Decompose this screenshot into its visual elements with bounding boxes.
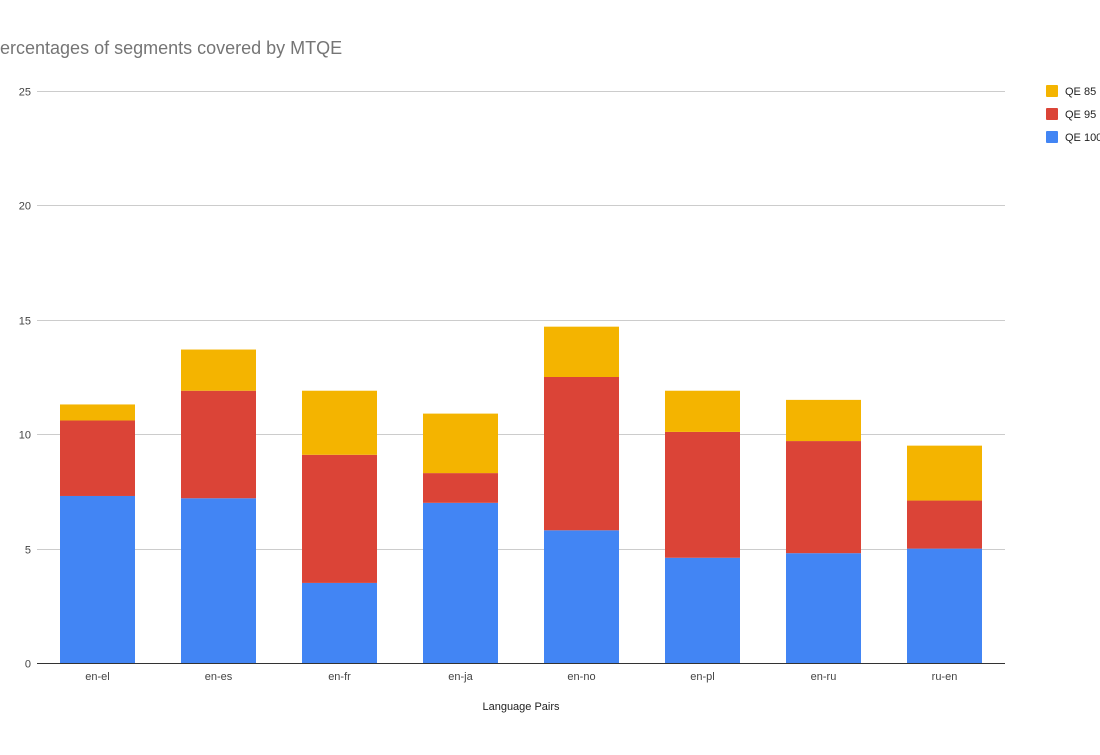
bar-qe-100-en-ru — [786, 553, 861, 663]
bar-qe-95-ru-en — [907, 500, 982, 549]
x-tick-label: en-el — [85, 671, 109, 683]
bar-qe-85-en-el — [60, 404, 135, 421]
legend: QE 85 QE 95 QE 100 — [1046, 85, 1100, 144]
bar-qe-85-en-ru — [786, 399, 861, 442]
bar-qe-95-en-fr — [302, 454, 377, 583]
legend-label-qe-85: QE 85 — [1065, 86, 1096, 98]
legend-label-qe-100: QE 100 — [1065, 132, 1100, 144]
bar-qe-85-en-es — [181, 349, 256, 391]
bar-qe-85-en-no — [544, 326, 619, 377]
bars — [60, 326, 982, 663]
x-tick-label: en-es — [205, 671, 233, 683]
x-axis-title: Language Pairs — [482, 701, 560, 713]
x-tick-label: ru-en — [932, 671, 958, 683]
legend-swatch-qe-85 — [1046, 85, 1058, 97]
bar-qe-95-en-no — [544, 377, 619, 531]
bar-qe-85-ru-en — [907, 445, 982, 501]
bar-qe-95-en-ja — [423, 473, 498, 503]
x-tick-label: en-pl — [690, 671, 714, 683]
bar-qe-95-en-el — [60, 420, 135, 496]
y-tick-label: 5 — [25, 545, 31, 557]
bar-qe-100-en-ja — [423, 502, 498, 663]
bar-qe-95-en-pl — [665, 431, 740, 558]
y-tick-label: 0 — [25, 659, 31, 671]
y-axis-ticks: 0 5 10 15 20 25 — [19, 87, 31, 671]
y-tick-label: 25 — [19, 87, 31, 99]
bar-qe-100-ru-en — [907, 548, 982, 663]
x-tick-label: en-no — [567, 671, 595, 683]
legend-swatch-qe-100 — [1046, 131, 1058, 143]
bar-qe-85-en-fr — [302, 390, 377, 455]
bar-qe-95-en-ru — [786, 441, 861, 554]
x-tick-label: en-fr — [328, 671, 351, 683]
y-tick-label: 20 — [19, 201, 31, 213]
legend-swatch-qe-95 — [1046, 108, 1058, 120]
x-tick-label: en-ru — [811, 671, 837, 683]
x-axis-ticks: en-el en-es en-fr en-ja en-no en-pl en-ru ru-en — [85, 671, 957, 683]
bar-qe-85-en-pl — [665, 390, 740, 432]
legend-label-qe-95: QE 95 — [1065, 109, 1096, 121]
y-tick-label: 10 — [19, 430, 31, 442]
bar-qe-100-en-pl — [665, 557, 740, 663]
y-tick-label: 15 — [19, 316, 31, 328]
bar-qe-95-en-es — [181, 390, 256, 499]
chart-title: Percentages of segments covered by MTQE — [0, 38, 342, 58]
bar-qe-100-en-el — [60, 495, 135, 663]
bar-qe-100-en-no — [544, 530, 619, 663]
x-tick-label: en-ja — [448, 671, 473, 683]
bar-qe-100-en-es — [181, 498, 256, 663]
bar-qe-100-en-fr — [302, 582, 377, 663]
bar-qe-85-en-ja — [423, 413, 498, 474]
